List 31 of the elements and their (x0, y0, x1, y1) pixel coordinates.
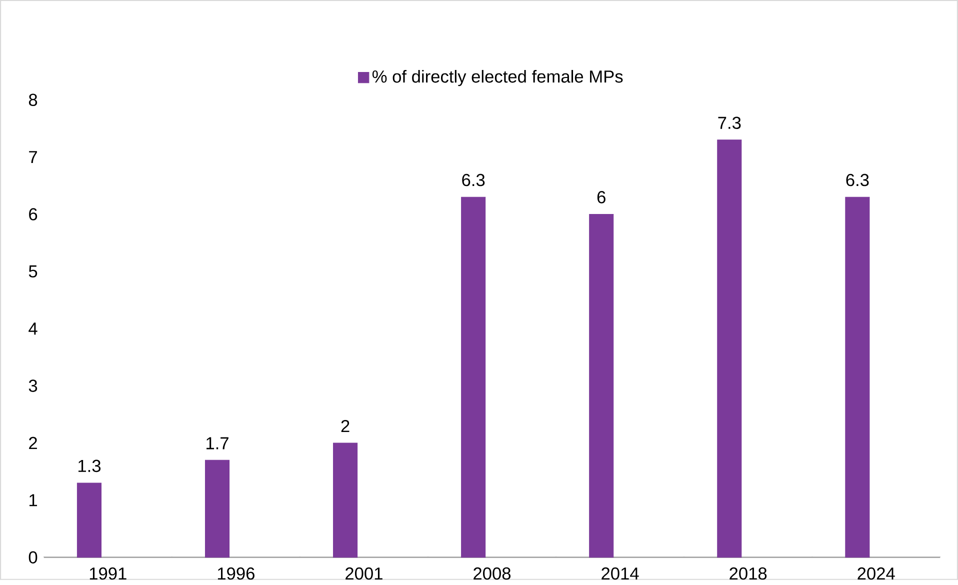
y-tick-label: 5 (28, 265, 38, 278)
y-tick-label: 8 (28, 94, 38, 106)
x-tick-label: 1996 (218, 567, 254, 580)
bar (204, 460, 230, 558)
data-label: 6.3 (846, 174, 869, 186)
y-tick-label: 3 (28, 379, 38, 392)
y-tick-label: 2 (29, 436, 37, 449)
bar (461, 196, 486, 558)
x-tick-label: 2008 (474, 567, 511, 580)
bar (845, 196, 870, 558)
x-tick-label: 1991 (90, 567, 126, 580)
bar (589, 214, 614, 558)
y-tick-label: 6 (29, 208, 38, 220)
x-tick-label: 2024 (858, 567, 895, 580)
bar (333, 442, 358, 558)
data-label: 2 (341, 420, 350, 432)
data-label: 6.3 (462, 174, 485, 186)
bar (717, 139, 742, 558)
y-tick-label: 0 (28, 550, 38, 564)
data-label: 6 (597, 190, 606, 204)
data-label: 1.7 (206, 437, 228, 449)
y-tick-label: 4 (28, 322, 38, 334)
data-label: 1.3 (78, 460, 101, 472)
x-tick-label: 2014 (602, 567, 639, 580)
y-tick-label: 1 (30, 494, 37, 506)
y-tick-label: 7 (29, 150, 37, 163)
x-tick-label: 2018 (730, 567, 767, 580)
data-label: 7.3 (718, 116, 741, 129)
bar (76, 482, 102, 558)
x-tick-label: 2001 (346, 567, 382, 580)
legend-label: % of directly elected female MPs (372, 70, 623, 86)
